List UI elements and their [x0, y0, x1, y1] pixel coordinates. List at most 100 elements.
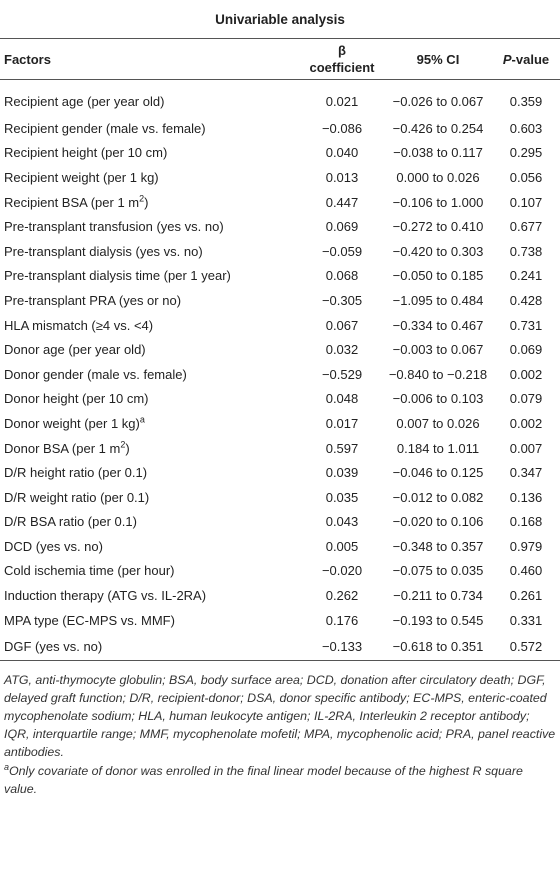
- table-cell: Donor height (per 10 cm): [4, 391, 149, 407]
- table-row: DCD (yes vs. no) 0.005 −0.348 to 0.357 0.97…: [0, 534, 560, 559]
- table-cell: −0.059: [321, 243, 363, 259]
- table-cell: 0.295: [509, 145, 543, 161]
- table-cell: 0.032: [325, 342, 359, 358]
- table-cell: 0.241: [509, 268, 543, 284]
- table-cell: −0.529: [321, 366, 363, 382]
- table-row: Pre-transplant transfusion (yes vs. no) 0…: [0, 214, 560, 239]
- table-cell: −0.086: [321, 120, 363, 136]
- table-cell: −0.334 to 0.467: [392, 317, 484, 333]
- table-cell: 0.035: [325, 489, 359, 505]
- table-cell: 0.331: [509, 612, 543, 628]
- table-cell: 0.738: [509, 243, 543, 259]
- table-cell: −0.426 to 0.254: [392, 120, 484, 136]
- text: -value: [511, 51, 550, 67]
- table-row: D/R height ratio (per 0.1) 0.039 −0.046 to…: [0, 460, 560, 485]
- table-cell: Donor gender (male vs. female): [4, 366, 187, 382]
- table-cell: D/R weight ratio (per 0.1): [4, 489, 150, 505]
- table-row: D/R weight ratio (per 0.1) 0.035 −0.012 to…: [0, 485, 560, 510]
- table-cell: −0.193 to 0.545: [392, 612, 484, 628]
- table-cell: 0.069: [509, 342, 543, 358]
- table-cell: −1.095 to 0.484: [392, 292, 484, 308]
- table-cell: −0.420 to 0.303: [392, 243, 484, 259]
- column-header: 95% CI: [384, 38, 492, 80]
- table-cell: D/R height ratio (per 0.1): [4, 465, 148, 481]
- text: Donor BSA (per 1 m: [4, 440, 121, 456]
- table-title: Univariable analysis: [0, 0, 560, 39]
- table-cell: 0.460: [509, 563, 543, 579]
- table-cell: 0.013: [325, 169, 359, 185]
- table-cell: −0.026 to 0.067: [392, 93, 484, 109]
- table-row: Recipient age (per year old) 0.021 −0.026 …: [0, 80, 560, 117]
- table-cell: 0.572: [492, 632, 560, 662]
- table-cell: −0.020 to 0.106: [392, 514, 484, 530]
- table-cell: HLA mismatch (≥4 vs. <4): [4, 317, 154, 333]
- table-cell: Donor age (per year old): [4, 342, 146, 358]
- footnote: aOnly covariate of donor was enrolled in…: [4, 762, 556, 798]
- table-cell: −0.012 to 0.082: [392, 489, 484, 505]
- table-cell: −0.038 to 0.117: [393, 145, 483, 161]
- table-row: Recipient height (per 10 cm) 0.040 −0.038 …: [0, 141, 560, 166]
- table-cell: −0.003 to 0.067: [392, 342, 484, 358]
- superscript: 2: [139, 193, 145, 204]
- table-cell: 0.043: [325, 514, 359, 530]
- table-row: HLA mismatch (≥4 vs. <4) 0.067 −0.334 to 0…: [0, 313, 560, 338]
- table-cell: −0.075 to 0.035: [392, 563, 484, 579]
- table-cell: 0.048: [325, 391, 359, 407]
- text: Recipient BSA (per 1 m: [4, 194, 140, 210]
- table-row: Pre-transplant PRA (yes or no) −0.305 −1.0…: [0, 288, 560, 313]
- header-row: Factors β coefficient 95% CI P-value: [0, 38, 560, 80]
- table-cell: 0.979: [509, 538, 543, 554]
- text: ): [144, 194, 149, 210]
- table-cell: 0.040: [325, 145, 359, 161]
- table-row: Recipient weight (per 1 kg) 0.013 0.000 to…: [0, 165, 560, 190]
- table-figure: Univariable analysis Factors β coefficien…: [0, 0, 560, 798]
- table-cell: −0.050 to 0.185: [392, 268, 484, 284]
- table-row: Donor gender (male vs. female) −0.529 −0.8…: [0, 362, 560, 387]
- table-cell: 0.359: [509, 93, 543, 109]
- table-cell: 0.079: [509, 391, 543, 407]
- column-header: Factors: [0, 38, 300, 80]
- table-cell: −0.272 to 0.410: [392, 219, 484, 235]
- table-cell: 0.021: [325, 93, 359, 109]
- column-header: β coefficient: [300, 38, 384, 80]
- table-row: Induction therapy (ATG vs. IL-2RA) 0.262 −…: [0, 583, 560, 608]
- text: ): [125, 440, 130, 456]
- table-cell: Pre-transplant dialysis time (per 1 year…: [4, 268, 231, 284]
- table-row: MPA type (EC-MPS vs. MMF) 0.176 −0.193 to …: [0, 608, 560, 633]
- table-row: DGF (yes vs. no) −0.133 −0.618 to 0.351 0.5…: [0, 632, 560, 662]
- table-cell: −0.006 to 0.103: [392, 391, 484, 407]
- table-cell: 0.002: [509, 415, 543, 431]
- table-row: Donor height (per 10 cm) 0.048 −0.006 to 0…: [0, 387, 560, 412]
- table-cell: 0.677: [509, 219, 543, 235]
- footnote: ATG, anti-thymocyte globulin; BSA, body …: [4, 673, 556, 760]
- table-cell: Pre-transplant transfusion (yes vs. no): [4, 219, 224, 235]
- table-cell: Cold ischemia time (per hour): [4, 563, 175, 579]
- italic: P: [502, 51, 512, 67]
- table-cell: 0.002: [509, 366, 543, 382]
- table-cell: 0.007: [509, 440, 543, 456]
- table-cell: 0.017: [325, 415, 359, 431]
- text: Only covariate of donor was enrolled in …: [4, 764, 523, 797]
- table-row: Donor age (per year old) 0.032 −0.003 to 0…: [0, 337, 560, 362]
- table-cell: Recipient height (per 10 cm): [4, 145, 168, 161]
- superscript: a: [139, 414, 145, 425]
- table-cell: 0.176: [325, 612, 359, 628]
- table-row: Pre-transplant dialysis time (per 1 year…: [0, 264, 560, 289]
- table-cell: Recipient BSA (per 1 m2): [0, 190, 300, 215]
- table-row: Cold ischemia time (per hour) −0.020 −0.07…: [0, 559, 560, 584]
- table-cell: 0.005: [325, 538, 359, 554]
- column-header: P-value: [492, 38, 560, 80]
- table-cell: −0.046 to 0.125: [392, 465, 484, 481]
- table-cell: −0.106 to 1.000: [392, 194, 484, 210]
- table-cell: Recipient gender (male vs. female): [4, 120, 206, 136]
- table-cell: Pre-transplant PRA (yes or no): [4, 292, 182, 308]
- table-row: Recipient gender (male vs. female) −0.086…: [0, 116, 560, 141]
- table-row: D/R BSA ratio (per 0.1) 0.043 −0.020 to 0.…: [0, 510, 560, 535]
- table-cell: −0.211 to 0.734: [393, 588, 483, 604]
- superscript: 2: [120, 439, 126, 450]
- table-cell: Recipient age (per year old): [4, 93, 165, 109]
- table-cell: 0.184 to 1.011: [396, 440, 480, 456]
- table-cell: −0.020: [321, 563, 363, 579]
